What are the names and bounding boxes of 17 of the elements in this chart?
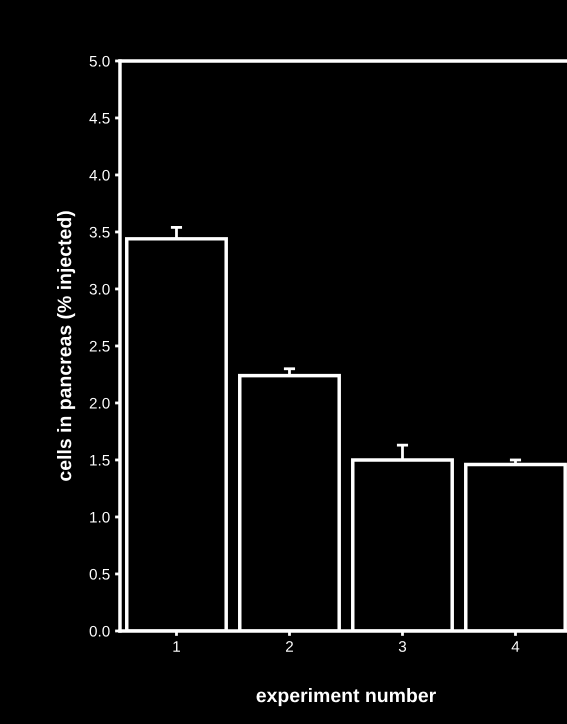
y-tick-label: 4.5 [89, 112, 110, 124]
y-tick-label: 0.0 [90, 626, 110, 637]
x-tick-label: 2 [286, 641, 293, 652]
y-tick-label: 4.0 [89, 170, 110, 181]
y-tick-label: 2.0 [90, 398, 110, 409]
y-axis-title: cells in pancreas (% injected) [57, 211, 76, 481]
x-axis-title: experiment number [256, 688, 436, 706]
y-tick-label: 1.0 [90, 512, 110, 523]
x-tick-label: 1 [173, 641, 180, 652]
y-tick-label: 0.5 [90, 568, 110, 580]
x-tick-label: 4 [512, 641, 520, 652]
y-tick-label: 3.5 [90, 226, 110, 238]
y-tick-label: 1.5 [90, 454, 110, 466]
y-tick-label: 2.5 [90, 340, 110, 352]
x-tick-label: 3 [398, 641, 406, 652]
y-tick-label: 3.0 [90, 284, 110, 295]
y-tick-label: 5.0 [90, 56, 110, 67]
